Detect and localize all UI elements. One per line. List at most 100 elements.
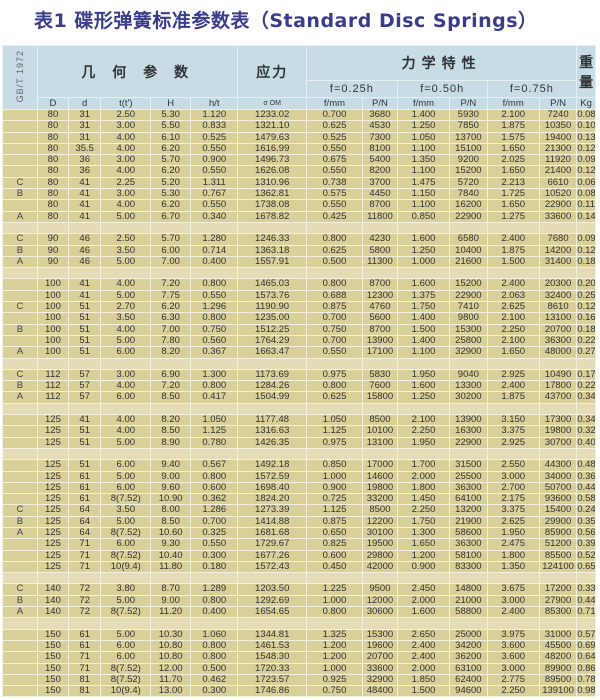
empty-cell (396, 357, 451, 370)
table-cell: 11.70 (150, 673, 192, 687)
table-row: 150 61 5.00 10.30 1.060 1344.81 1.325 15300 2.65… (2, 628, 596, 641)
table-cell: 0.767 (190, 188, 239, 201)
table-cell: 2.400 (396, 651, 451, 664)
table-cell: 12200 (362, 515, 398, 528)
table-cell: 2.625 (486, 301, 540, 314)
table-cell: 32400 (538, 289, 578, 303)
table-cell: 50700 (538, 481, 578, 495)
table-cell: 30600 (362, 606, 398, 619)
table-cell: 51 (68, 301, 102, 314)
table-cell: 4530 (362, 120, 398, 133)
table-cell: 10490 (538, 368, 578, 382)
table-cell: 1233.02 (237, 108, 307, 122)
table-row: 150 81 10(9.4) 13.00 0.300 1746.86 0.750 48400 1… (2, 685, 596, 698)
standard-header: GB/T 1972 (2, 45, 38, 110)
table-cell: 5.20 (150, 176, 192, 190)
table-row: 125 71 8(7.52) 10.40 0.300 1677.26 0.600 29800 1… (2, 549, 596, 562)
table-cell: 1.050 (190, 414, 239, 427)
table-row: 100 41 4.00 7.20 0.800 1465.03 0.800 8700 1.600 1… (2, 278, 596, 291)
table-cell: 71 (68, 549, 102, 562)
table-cell: 8.70 (150, 583, 192, 596)
table-cell: 34200 (449, 639, 488, 653)
f075-header: f=0.75h (486, 80, 578, 98)
table-cell: 1.250 (396, 391, 451, 404)
table-cell: 1.875 (486, 120, 540, 133)
empty-cell (538, 267, 578, 280)
table-cell: 8(7.52) (100, 493, 152, 506)
empty-cell (449, 447, 488, 461)
table-cell: 2.70 (100, 301, 152, 314)
series-class-cell: B (2, 515, 38, 528)
table-cell: 81 (68, 685, 102, 698)
table-cell: 125 (36, 504, 70, 517)
table-cell: 1557.91 (237, 255, 307, 269)
table-cell: 8(7.52) (100, 526, 152, 540)
table-cell: 1764.29 (237, 334, 307, 348)
table-cell: 2.400 (396, 639, 451, 653)
table-cell: 0.184 (576, 255, 596, 269)
table-cell: 34000 (538, 470, 578, 483)
table-cell: 41 (68, 278, 102, 291)
table-cell: 0.500 (190, 662, 239, 675)
table-cell: 8500 (362, 414, 398, 427)
table-cell: 9.60 (150, 481, 192, 495)
table-cell: 8700 (362, 323, 398, 336)
empty-cell (396, 447, 451, 461)
table-cell: 100 (36, 278, 70, 291)
table-cell: 1746.86 (237, 685, 307, 698)
empty-cell (150, 617, 192, 630)
table-cell: 1572.43 (237, 560, 307, 574)
empty-cell (237, 357, 307, 370)
table-cell: 41 (68, 210, 102, 223)
table-cell: 19800 (538, 425, 578, 438)
empty-cell (486, 447, 540, 461)
table-cell: 29900 (538, 515, 578, 528)
table-row: C 80 41 2.25 5.20 1.311 1310.96 0.738 3700 1.475 5… (2, 176, 596, 190)
series-class-cell (2, 560, 38, 574)
table-row: B 100 51 4.00 7.00 0.750 1512.25 0.750 8700 1.500… (2, 323, 596, 336)
table-row: A 112 57 6.00 8.50 0.417 1504.99 0.625 15800 1.25… (2, 391, 596, 404)
series-class-cell: C (2, 368, 38, 382)
table-cell: 21400 (538, 165, 578, 178)
table-cell: 13300 (449, 380, 488, 393)
table-cell: 100 (36, 346, 70, 359)
table-cell: 0.340 (190, 210, 239, 223)
empty-cell (362, 617, 398, 630)
table-cell: 2.475 (486, 538, 540, 551)
series-class-cell (2, 142, 38, 156)
empty-cell (2, 572, 38, 585)
series-class-cell (2, 312, 38, 325)
table-cell: 1.050 (396, 131, 451, 144)
table-cell: 9.30 (150, 538, 192, 551)
table-cell: 1.100 (396, 165, 451, 178)
table-cell: 29800 (362, 549, 398, 562)
table-cell: 7410 (449, 301, 488, 314)
separator-row (2, 357, 596, 370)
table-cell: 0.587 (576, 493, 596, 506)
table-cell: 4.00 (100, 165, 152, 178)
table-cell: 19400 (538, 131, 578, 144)
table-cell: 1.100 (396, 199, 451, 212)
table-cell: 0.800 (190, 594, 239, 608)
empty-cell (68, 357, 102, 370)
empty-cell (305, 572, 364, 585)
table-cell: 1.650 (486, 165, 540, 178)
table-cell: 0.400 (190, 606, 239, 619)
table-cell: 6.70 (150, 210, 192, 223)
table-cell: 3.375 (486, 504, 540, 517)
table-cell: 58600 (449, 526, 488, 540)
table-cell: 1.500 (396, 685, 451, 698)
series-class-cell (2, 549, 38, 562)
table-cell: 80 (36, 199, 70, 212)
table-cell: 3.975 (486, 628, 540, 641)
table-cell: 5720 (449, 176, 488, 190)
empty-cell (36, 402, 70, 416)
table-cell: 7.20 (150, 380, 192, 393)
table-cell: 1678.82 (237, 210, 307, 223)
table-row: 125 51 5.00 8.90 0.780 1426.35 0.975 13100 1.950… (2, 436, 596, 449)
table-cell: 1414.88 (237, 515, 307, 528)
table-cell: 58800 (449, 606, 488, 619)
table-cell: 64 (68, 504, 102, 517)
empty-cell (68, 572, 102, 585)
table-cell: 48400 (362, 685, 398, 698)
